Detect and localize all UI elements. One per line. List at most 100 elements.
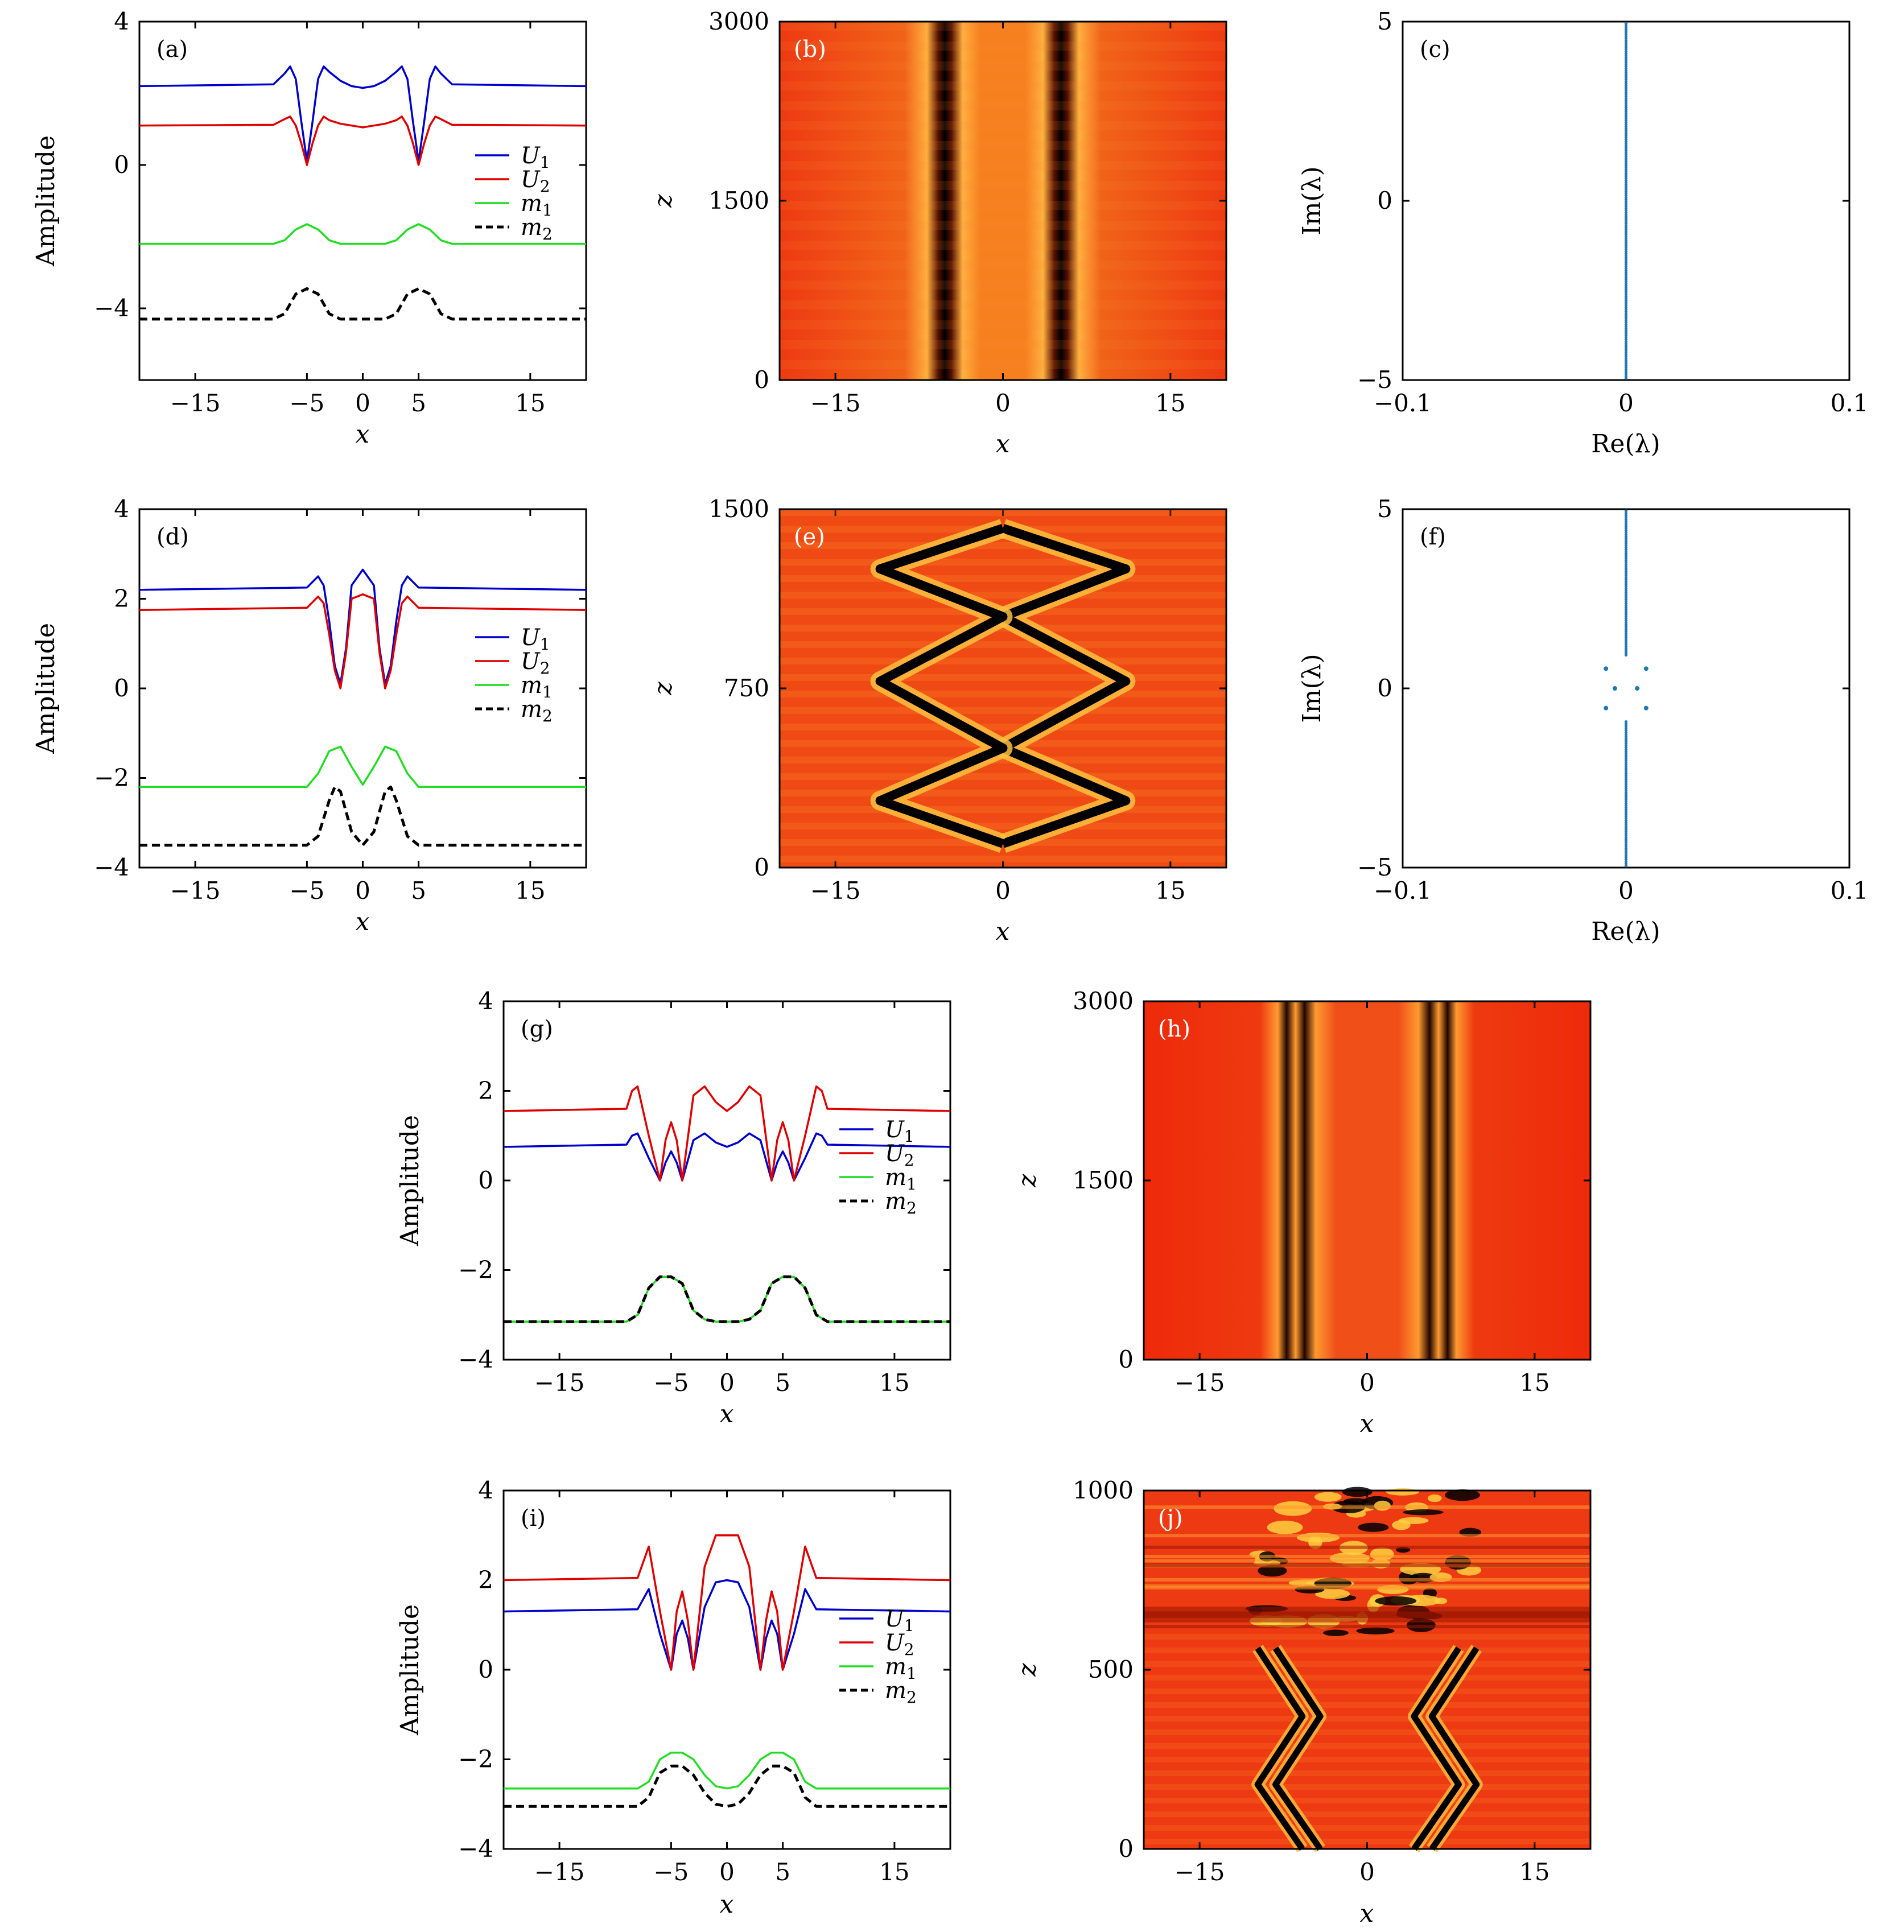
eigenvalue-point [1624,245,1628,249]
eigenvalue-point [1624,41,1628,44]
eigenvalue-point [1624,823,1628,827]
eigenvalue-point [1624,789,1628,792]
eigenvalue-point [1624,542,1628,545]
eigenvalue-point [1624,193,1628,197]
eigenvalue-point [1624,595,1628,598]
heat-band [1144,1811,1590,1817]
eigenvalue-point [1624,30,1628,34]
eigenvalue-point [1624,366,1628,369]
eigenvalue-point [1624,228,1628,232]
plot-area-h: −15 0 15 0 1500 3000 [1073,987,1590,1397]
eigenvalue-point [1624,857,1628,861]
eigenvalue-point [1624,204,1628,208]
eigenvalue-point [1624,207,1628,210]
eigenvalue-point [1624,104,1628,107]
eigenvalue-point [1624,76,1628,79]
eigenvalue-point [1624,539,1628,543]
eigenvalue-point [1624,49,1628,53]
eigenvalue-point [1624,52,1628,55]
legend-entry: U1 [885,1606,914,1635]
heat-band [1144,1825,1590,1831]
eigenvalue-point [1624,798,1628,801]
eigenvalue-point [1624,316,1628,320]
eigenvalue-point [1624,325,1628,328]
eigenvalue-point [1624,247,1628,251]
y-axis-label-b: z [649,194,678,208]
eigenvalue-point [1624,518,1628,521]
heat-band [780,773,1226,780]
eigenvalue-point [1624,308,1628,311]
x-tick-label: −15 [534,1858,585,1886]
eigenvalue-point [1624,60,1628,64]
y-tick-label: 4 [114,495,129,523]
eigenvalue-point [1624,46,1628,49]
eigenvalue-point [1624,71,1628,75]
eigenvalue-point [1624,793,1628,796]
eigenvalue-point [1624,514,1628,517]
panel-f: −0.1 0 0.1 −5 0 5 (f) Re(λ) Im(λ) [1297,495,1868,946]
eigenvalue-point [1624,179,1628,182]
y-axis-label-d: Amplitude [31,623,60,754]
eigenvalue-point [1624,288,1628,292]
eigenvalue-point [1624,282,1628,286]
eigenvalue-point [1624,54,1628,57]
series-line-m2 [504,1764,950,1808]
y-tick-label: 1500 [708,495,769,523]
y-tick-label: 750 [724,674,769,702]
eigenvalue-point [1624,853,1628,857]
eigenvalue-point [1624,812,1628,816]
series-line-m2 [504,1275,950,1323]
heat-band [1144,1648,1590,1653]
eigenvalue-point [1624,619,1628,622]
panel-b: −15 0 15 0 1500 3000 (b) x z [649,7,1227,459]
heatmap-b [780,22,1226,380]
eigenvalue-point [1624,170,1628,174]
turbulence-band [1144,1505,1590,1509]
eigenvalue-point [1624,258,1628,262]
heat-band [1144,1839,1590,1844]
plot-area-b: −15 0 15 0 1500 3000 [708,7,1226,417]
eigenvalue-point [1624,572,1628,575]
eigenvalue-point [1624,47,1628,51]
eigenvalue-point [1624,372,1628,375]
eigenvalue-point [1624,166,1628,170]
heat-band [780,806,1226,813]
heat-band [780,559,1226,565]
eigenvalue-point [1624,546,1628,550]
eigenvalue-point [1624,604,1628,608]
plot-area-f: −0.1 0 0.1 −5 0 5 [1357,495,1868,905]
eigenvalue-point [1624,636,1628,639]
eigenvalue-point [1624,509,1628,513]
x-tick-label: 0 [1359,1369,1375,1397]
eigenvalue-point [1624,306,1628,309]
y-tick-label: 500 [1088,1656,1134,1683]
heat-band [780,340,1226,349]
y-tick-label: 0 [114,674,129,702]
eigenvalue-point [1624,825,1628,829]
x-tick-label: −15 [170,389,221,417]
eigenvalue-point [1624,69,1628,72]
eigenvalue-point [1624,286,1628,290]
eigenvalue-point [1624,203,1628,206]
heat-band [780,141,1226,150]
eigenvalue-point [1624,353,1628,356]
heat-band [1144,1661,1590,1667]
eigenvalue-point [1624,43,1628,47]
x-tick-label: −5 [653,1858,689,1886]
eigenvalue-point [1624,114,1628,118]
eigenvalue-point [1624,556,1628,560]
heatmap-e [780,509,1226,868]
heat-band [780,592,1226,598]
eigenvalue-point [1624,127,1628,130]
eigenvalue-point [1624,213,1628,217]
eigenvalue-point [1624,845,1628,848]
eigenvalue-point [1624,552,1628,556]
turbulence-blob [1427,1494,1442,1502]
eigenvalue-point [1624,840,1628,844]
eigenvalue-point [1624,187,1628,191]
y-tick-label: 4 [478,1476,493,1504]
x-tick-label: 0 [355,389,370,417]
heat-band [1144,1757,1590,1762]
eigenvalue-point [1624,131,1628,135]
